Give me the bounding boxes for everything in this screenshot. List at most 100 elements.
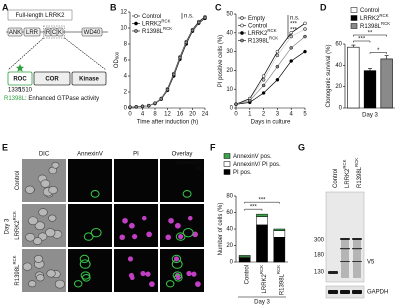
band bbox=[328, 290, 338, 294]
legend-label-text: R1398L bbox=[248, 38, 270, 44]
legend-label-text: LRRK2 bbox=[360, 16, 380, 22]
cell bbox=[46, 269, 56, 278]
micrograph bbox=[68, 249, 112, 292]
y-axis-label-text: PI positive cells (%) bbox=[218, 35, 224, 87]
significance: * bbox=[290, 34, 293, 40]
pi-signal bbox=[141, 215, 147, 221]
protein-title: Full-length LRRK2 bbox=[15, 13, 65, 19]
legend-label: AnnexinV pos. bbox=[233, 154, 272, 160]
pi-signal bbox=[175, 275, 181, 281]
error-bar bbox=[351, 44, 356, 48]
cell bbox=[40, 179, 51, 188]
legend-label: LRRK2RCK bbox=[248, 28, 277, 37]
annexin-signal bbox=[90, 189, 100, 198]
band-label: V5 bbox=[367, 260, 375, 266]
cell bbox=[54, 279, 65, 289]
blot bbox=[325, 191, 365, 283]
y-tick-label: 60 bbox=[335, 42, 342, 48]
domain-box bbox=[23, 27, 41, 37]
panel-label: C bbox=[215, 2, 222, 12]
legend-label-text: Control bbox=[360, 8, 379, 14]
pi-signal bbox=[165, 234, 172, 241]
error-bar bbox=[384, 55, 389, 59]
legend-marker bbox=[240, 16, 244, 20]
day-label: Day 3 bbox=[5, 218, 11, 234]
cell bbox=[48, 185, 58, 195]
data-point bbox=[134, 105, 138, 109]
legend-marker bbox=[134, 29, 138, 33]
data-point bbox=[289, 34, 293, 39]
lane-label-sup: RCK bbox=[342, 159, 347, 168]
data-point bbox=[190, 28, 195, 33]
significance: *** bbox=[250, 205, 258, 211]
marker-label: 130 bbox=[314, 270, 325, 276]
lane-label-text: R1398L bbox=[357, 166, 363, 188]
significance: n.s. bbox=[290, 16, 300, 22]
lane-label-sup: RCK bbox=[354, 158, 359, 167]
zoom-domain bbox=[7, 71, 33, 86]
data-point bbox=[261, 74, 266, 78]
y-tick-label: 0 bbox=[230, 260, 234, 266]
legend-marker bbox=[134, 21, 138, 26]
legend-label-text: AnnexinV pos. bbox=[233, 154, 272, 160]
y-axis-label-text: Clonogenic survival (%) bbox=[326, 44, 332, 107]
series-line bbox=[235, 23, 306, 105]
cell bbox=[34, 221, 45, 231]
mutation-name: R1398L bbox=[4, 96, 26, 102]
bar-segment bbox=[256, 213, 268, 217]
legend-label: PI pos. bbox=[233, 170, 252, 176]
data-point bbox=[289, 46, 293, 50]
cell bbox=[33, 237, 43, 245]
legend-label-text: Control bbox=[142, 14, 161, 20]
x-tick-label: 0 bbox=[234, 112, 238, 118]
y-tick-label: 20 bbox=[335, 84, 342, 90]
lane-label: LRRK2RCK bbox=[342, 159, 351, 188]
x-tick-label-text: Control bbox=[244, 265, 250, 284]
legend-label-text: R1398L bbox=[360, 24, 382, 30]
y-tick-label: 0 bbox=[339, 106, 343, 112]
legend-label-sup: RCK bbox=[381, 21, 390, 26]
micrograph bbox=[160, 159, 204, 202]
band bbox=[352, 290, 362, 294]
x-tick-label: R1398LRCK bbox=[276, 265, 285, 295]
bar bbox=[363, 70, 377, 109]
y-axis-label: PI positive cells (%) bbox=[218, 35, 224, 87]
marker-label: 180 bbox=[314, 253, 325, 259]
row-label: R1398LRCK bbox=[12, 255, 21, 285]
x-tick-label: Control bbox=[244, 265, 250, 284]
legend-label: LRRK2RCK bbox=[360, 13, 389, 22]
overlay-legend: PI bbox=[196, 167, 202, 173]
column-header: PI bbox=[133, 152, 139, 158]
smear bbox=[353, 240, 361, 278]
legend-label-text: PI pos. bbox=[233, 170, 252, 176]
pi-signal bbox=[168, 217, 174, 224]
data-point bbox=[248, 98, 252, 103]
y-tick-label: 6 bbox=[124, 58, 128, 64]
position: 1335 bbox=[8, 88, 22, 94]
band-label: GAPDH bbox=[367, 290, 388, 296]
group-label: Day 3 bbox=[254, 300, 270, 306]
pi-signal bbox=[149, 281, 155, 287]
micrograph bbox=[114, 204, 158, 247]
data-point bbox=[303, 21, 307, 26]
panel-label: G bbox=[298, 142, 305, 152]
data-point bbox=[275, 64, 280, 69]
mutation-star bbox=[16, 64, 24, 72]
data-point bbox=[275, 49, 280, 54]
pi-signal bbox=[192, 231, 198, 238]
band bbox=[340, 290, 350, 294]
band bbox=[340, 238, 350, 240]
y-tick-label: 40 bbox=[226, 227, 233, 233]
y-tick-label: 20 bbox=[226, 68, 233, 74]
x-tick-label: 4 bbox=[141, 112, 145, 118]
mutation-note: : Enhanced GTPase activity bbox=[25, 96, 99, 102]
significance: ** bbox=[368, 31, 373, 37]
data-point bbox=[178, 55, 182, 60]
mutation-text: R1398L: Enhanced GTPase activity bbox=[4, 96, 99, 102]
domain-label: C bbox=[52, 30, 57, 36]
x-tick-label: 20 bbox=[189, 112, 196, 118]
annexin-signal bbox=[90, 228, 102, 238]
y-tick-label: 30 bbox=[226, 49, 233, 55]
x-tick-label: 12 bbox=[164, 112, 171, 118]
